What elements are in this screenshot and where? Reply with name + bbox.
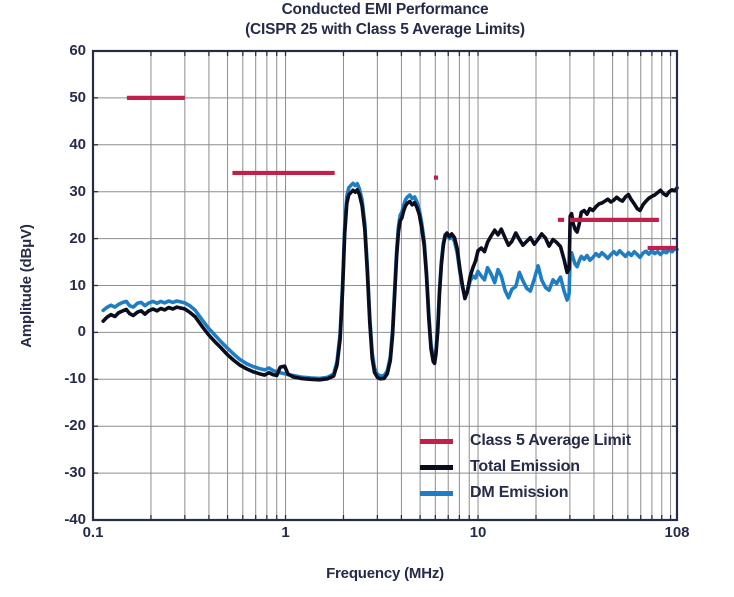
x-tick-label: 0.1 [82, 524, 104, 541]
legend-item-dm-emission: DM Emission [420, 480, 631, 506]
y-tick-label: 50 [69, 88, 86, 106]
x-tick-label: 108 [664, 524, 690, 541]
y-tick-label: 20 [69, 229, 86, 247]
legend-label-dm-emission: DM Emission [470, 484, 569, 501]
legend-label-class5-average-limit: Class 5 Average Limit [470, 432, 631, 449]
y-tick-label: -30 [64, 464, 86, 482]
chart-titles: Conducted EMI Performance (CISPR 25 with… [93, 0, 677, 40]
y-tick-label: -40 [64, 511, 86, 528]
y-tick-label: -20 [64, 417, 86, 435]
dm-emission-swatch [420, 490, 453, 496]
y-tick-label: -10 [64, 370, 86, 388]
chart-title: Conducted EMI Performance [281, 1, 489, 18]
class5-average-limit-swatch [420, 438, 453, 444]
x-tick-label: 1 [281, 524, 290, 541]
legend-item-total-emission: Total Emission [420, 454, 631, 480]
y-tick-label: 60 [69, 42, 86, 59]
total-emission-swatch [420, 464, 453, 470]
y-tick-label: 40 [69, 135, 86, 153]
y-axis-label: Amplitude (dBμV) [18, 224, 35, 348]
chart-legend: Class 5 Average Limit Total Emission DM … [420, 428, 631, 506]
y-tick-label: 0 [77, 323, 86, 341]
y-tick-label: 30 [69, 182, 86, 200]
legend-item-class5-average-limit: Class 5 Average Limit [420, 428, 631, 454]
x-axis-label: Frequency (MHz) [326, 565, 444, 582]
x-tick-label: 10 [469, 524, 487, 541]
legend-label-total-emission: Total Emission [470, 458, 580, 475]
y-tick-label: 10 [69, 276, 86, 294]
chart-subtitle: (CISPR 25 with Class 5 Average Limits) [245, 21, 525, 38]
